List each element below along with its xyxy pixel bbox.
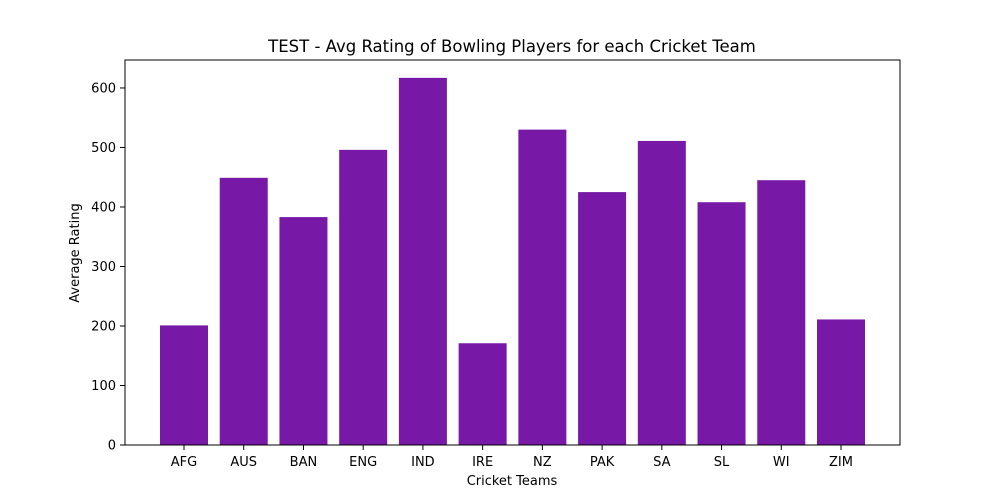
bar-sl bbox=[697, 202, 746, 445]
bar-eng bbox=[339, 149, 388, 446]
x-tick-label: IRE bbox=[472, 455, 493, 470]
bar-ban bbox=[279, 217, 328, 445]
x-tick-label: SA bbox=[653, 455, 670, 470]
x-tick-label: IND bbox=[411, 455, 435, 470]
y-tick-label: 0 bbox=[108, 439, 116, 454]
plot-area-frame bbox=[124, 59, 901, 446]
bar-sa bbox=[637, 140, 686, 445]
x-tick-label: WI bbox=[773, 455, 790, 470]
x-tick-label: SL bbox=[714, 455, 730, 470]
bar-afg bbox=[160, 325, 208, 445]
bar-aus bbox=[219, 177, 268, 445]
bar-zim bbox=[817, 319, 865, 445]
x-tick-label: AFG bbox=[171, 455, 197, 470]
bar-nz bbox=[518, 129, 567, 445]
x-tick-label: PAK bbox=[590, 455, 615, 470]
bar-pak bbox=[578, 192, 627, 445]
bar-ind bbox=[398, 77, 447, 445]
chart-title: TEST - Avg Rating of Bowling Players for… bbox=[267, 37, 756, 56]
x-axis-title: Cricket Teams bbox=[467, 474, 558, 489]
y-axis-title: Average Rating bbox=[68, 203, 83, 302]
y-tick-label: 600 bbox=[91, 81, 116, 96]
bars-group bbox=[160, 77, 865, 446]
y-tick-label: 300 bbox=[91, 260, 116, 275]
x-axis-ticks: AFG AUS BAN ENG IND IRE NZ PAK SA SL WI ZIM bbox=[171, 445, 853, 470]
bar-wi bbox=[757, 180, 806, 445]
y-tick-label: 100 bbox=[91, 379, 116, 394]
y-tick-label: 200 bbox=[91, 319, 116, 334]
x-tick-label: ZIM bbox=[829, 455, 853, 470]
y-tick-label: 500 bbox=[91, 141, 116, 156]
x-tick-label: AUS bbox=[230, 455, 257, 470]
x-tick-label: ENG bbox=[349, 455, 377, 470]
x-tick-label: NZ bbox=[533, 455, 552, 470]
y-tick-label: 400 bbox=[91, 200, 116, 215]
bar-ire bbox=[458, 343, 507, 445]
y-axis-ticks: 0 100 200 300 400 500 600 bbox=[91, 81, 125, 454]
x-tick-label: BAN bbox=[290, 455, 318, 470]
